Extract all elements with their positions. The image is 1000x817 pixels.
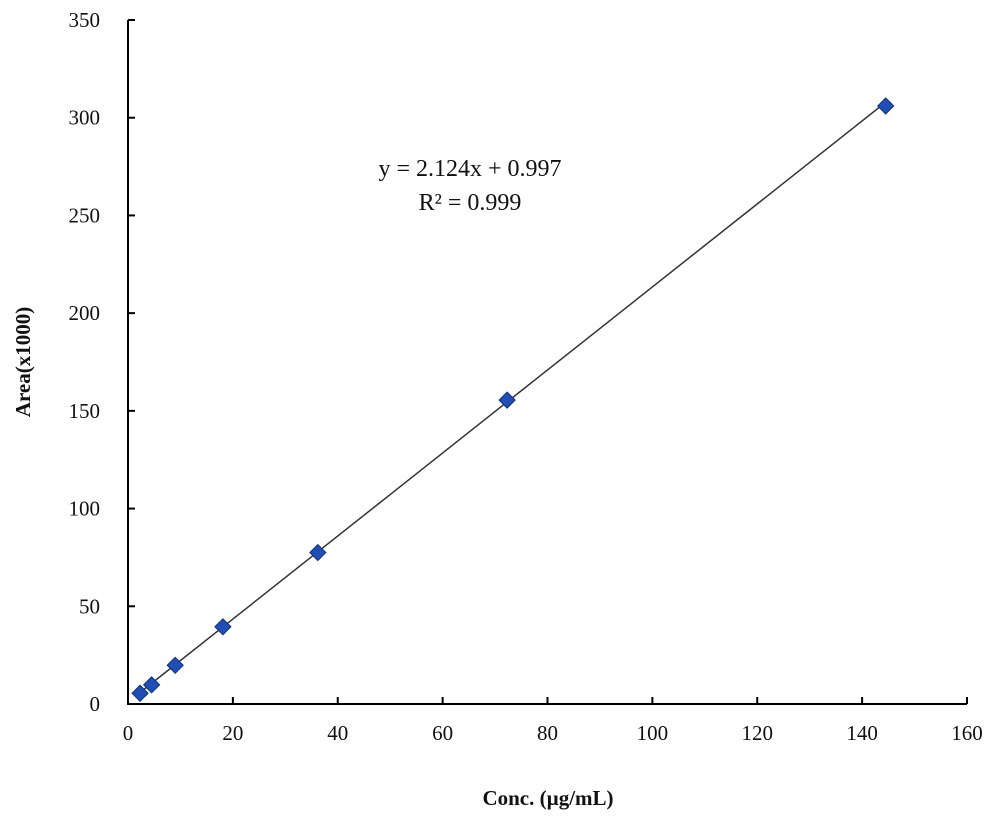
y-tick-label: 50 <box>79 594 100 618</box>
data-point <box>131 684 149 702</box>
y-tick-label: 100 <box>69 497 101 521</box>
ticks: 0 20 40 60 80 100 120 140 160 0 50 100 150 200 250 300 3… <box>69 8 983 745</box>
data-point <box>309 543 327 562</box>
x-tick-label: 0 <box>123 721 134 745</box>
y-axis-title: Area(x1000) <box>11 307 35 417</box>
data-point <box>214 618 232 636</box>
y-tick-label: 150 <box>69 399 101 423</box>
data-point <box>498 391 516 409</box>
x-tick-label: 60 <box>432 721 453 745</box>
x-tick-label: 20 <box>222 721 243 745</box>
y-tick-label: 350 <box>69 8 101 32</box>
x-tick-label: 160 <box>951 721 983 745</box>
data-point <box>166 656 184 675</box>
r-squared-label: R² = 0.999 <box>419 190 522 216</box>
y-tick-label: 250 <box>69 203 101 227</box>
x-tick-label: 40 <box>327 721 348 745</box>
data-points <box>131 97 895 702</box>
y-tick-label: 0 <box>90 692 101 716</box>
x-tick-label: 140 <box>846 721 878 745</box>
x-tick-label: 100 <box>637 721 669 745</box>
data-point <box>142 676 161 694</box>
data-point <box>877 97 895 115</box>
x-tick-label: 120 <box>742 721 774 745</box>
y-tick-label: 200 <box>69 301 101 325</box>
y-tick-label: 300 <box>69 106 101 130</box>
x-axis-title: Conc. (µg/mL) <box>482 786 613 810</box>
x-tick-label: 80 <box>537 721 558 745</box>
equation-label: y = 2.124x + 0.997 <box>378 156 561 182</box>
